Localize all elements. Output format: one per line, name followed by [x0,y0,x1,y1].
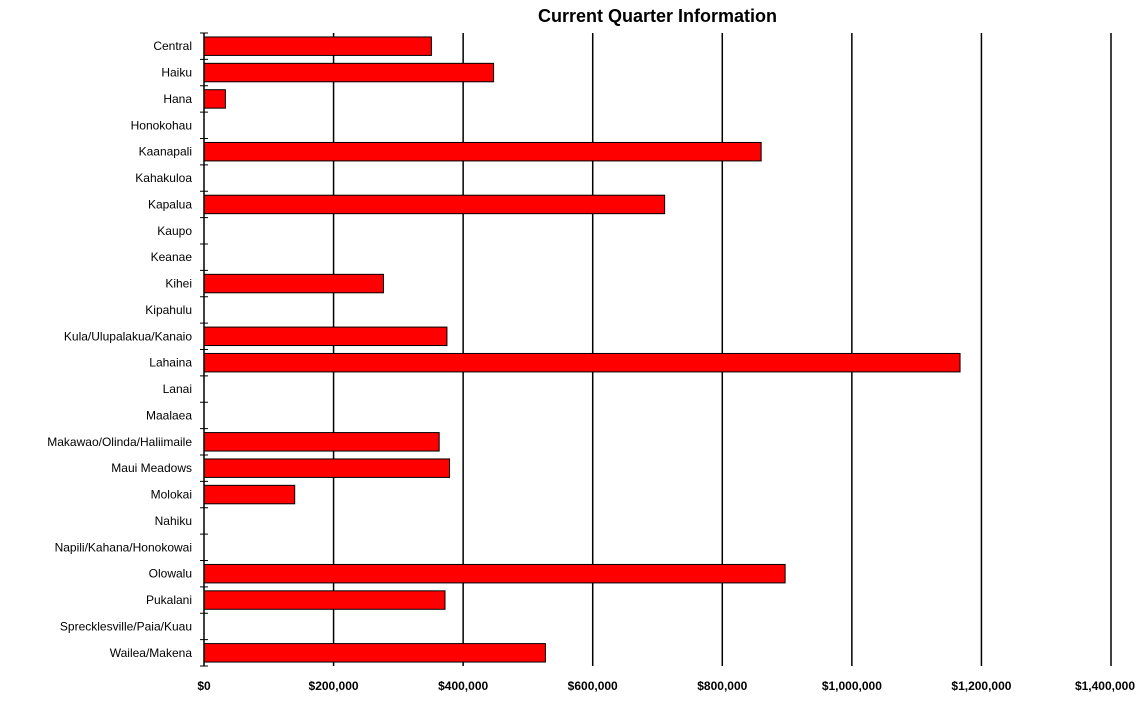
category-label: Nahiku [155,514,192,528]
category-label: Napili/Kahana/Honokowai [55,540,192,554]
category-label: Maalaea [146,408,192,422]
category-label: Maui Meadows [111,461,192,475]
x-tick-label: $1,000,000 [822,679,882,693]
bar-kapalua [203,194,666,215]
category-label: Kipahulu [145,303,192,317]
category-label: Honokohau [131,118,192,132]
bar-kihei [203,273,384,294]
x-tick-label: $0 [197,679,211,693]
chart-title: Current Quarter Information [537,6,778,26]
category-label: Kahakuloa [135,171,192,185]
x-tick-label: $600,000 [568,679,618,693]
category-label: Lahaina [149,356,192,370]
category-label: Pukalani [146,593,192,607]
x-tick-label: $1,400,000 [1075,679,1135,693]
category-label: Lanai [163,382,192,396]
x-tick-labels: $0 $200,000 $400,000 $600,000 $800,000 $1,000… [197,679,1135,693]
category-label: Kapalua [148,197,192,211]
category-label: Haiku [161,66,192,80]
category-label: Central [153,39,192,53]
category-label: Hana [163,92,192,106]
y-axis [200,32,208,667]
category-label: Olowalu [149,567,192,581]
bar-maui-meadows [203,458,451,478]
category-label: Molokai [151,488,192,502]
x-tick-label: $400,000 [438,679,488,693]
bar-olowalu [203,563,786,584]
gridlines [332,33,1112,666]
bar-molokai [203,484,296,505]
category-label: Kaanapali [139,145,192,159]
category-label: Sprecklesville/Paia/Kuau [60,619,192,633]
x-tick-label: $200,000 [309,679,359,693]
bar-pukalani [203,590,446,610]
bar-hana [203,89,226,109]
category-label: Kaupo [157,224,192,238]
bar-kaanapali [203,141,762,162]
bar-wailea-makena [203,643,546,663]
x-tick-label: $800,000 [697,679,747,693]
x-tick-label: $1,200,000 [951,679,1011,693]
bars [203,36,961,663]
bar-makawao-olinda-haliimaile [203,432,440,452]
bar-kula-ulupalakua-kanaio [203,326,448,347]
category-label: Makawao/Olinda/Haliimaile [47,435,192,449]
category-label: Wailea/Makena [110,646,193,660]
category-labels: Central Haiku Hana Honokohau Kaanapali Kahaku… [47,39,192,660]
bar-lahaina [203,352,961,373]
bar-haiku [203,62,495,83]
category-label: Keanae [151,250,193,264]
category-label: Kihei [165,277,192,291]
category-label: Kula/Ulupalakua/Kanaio [64,329,192,343]
bar-central [203,36,432,56]
